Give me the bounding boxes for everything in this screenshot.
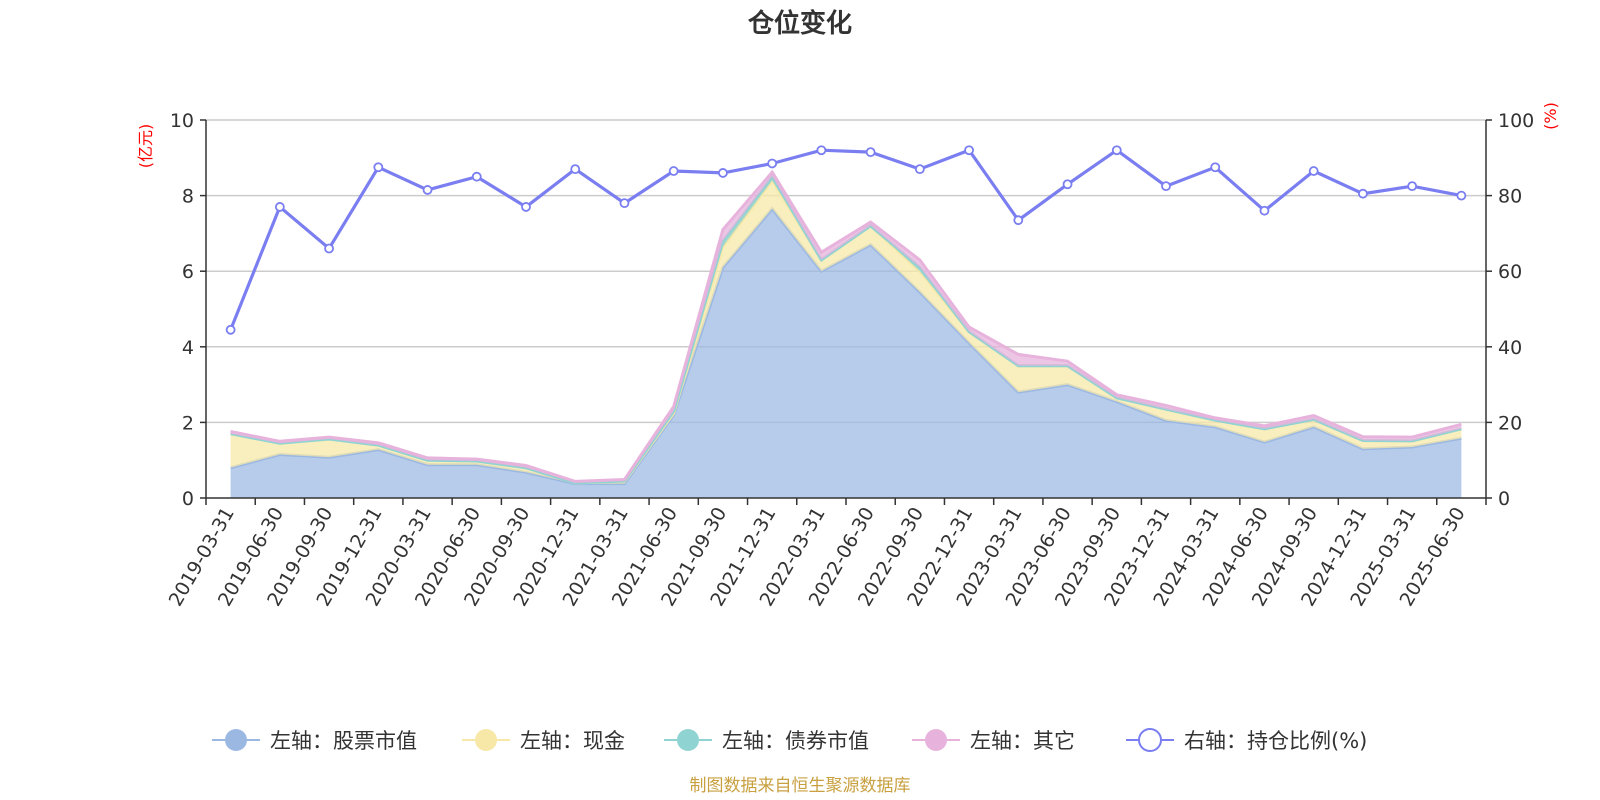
left-tick-label: 0 [182, 488, 194, 510]
legend-item-ratio[interactable]: 右轴：持仓比例(%) [1126, 728, 1367, 753]
left-tick-label: 6 [182, 261, 194, 283]
ratio-point [1407, 181, 1418, 192]
legend-marker [475, 729, 497, 751]
ratio-point [225, 324, 236, 335]
legend-marker [677, 729, 699, 751]
ratio-point [1013, 215, 1024, 226]
area-other [230, 172, 1462, 483]
legend-label: 右轴：持仓比例(%) [1184, 729, 1367, 753]
ratio-line-path [229, 148, 1462, 331]
ratio-point [1111, 145, 1122, 156]
legend-item-stock[interactable]: 左轴：股票市值 [212, 729, 417, 753]
ratio-point [816, 145, 827, 156]
legend-label: 左轴：股票市值 [270, 729, 417, 753]
right-tick-label: 40 [1498, 337, 1522, 359]
ratio-point [964, 145, 974, 156]
stacked-areas [230, 169, 1462, 499]
ratio-point [914, 164, 925, 175]
ratio-point [619, 198, 630, 209]
ratio-point [422, 185, 433, 195]
ratio-point [373, 162, 384, 173]
ratio-point [274, 202, 285, 212]
right-axis-unit: (%) [1541, 102, 1560, 130]
right-tick-label: 80 [1498, 186, 1522, 208]
legend-label: 左轴：现金 [520, 729, 625, 753]
ratio-point [1308, 166, 1319, 176]
legend: 左轴：股票市值 左轴：现金 左轴：债券市值 左轴：其它 右轴：持仓比例(%) [212, 728, 1367, 753]
ratio-point [570, 164, 581, 175]
left-tick-label: 10 [170, 110, 194, 132]
legend-label: 左轴：其它 [970, 729, 1075, 753]
ratio-point [1259, 205, 1270, 216]
left-tick-label: 8 [182, 186, 194, 208]
ratio-point [865, 147, 876, 158]
right-tick-label: 20 [1498, 412, 1522, 434]
left-axis-unit: (亿元) [136, 124, 155, 169]
legend-label: 左轴：债券市值 [722, 729, 869, 753]
legend-item-other[interactable]: 左轴：其它 [912, 729, 1075, 753]
ratio-point [324, 243, 334, 254]
ratio-point [521, 202, 531, 212]
ratio-point [1358, 188, 1368, 199]
left-tick-label: 4 [182, 337, 194, 359]
right-tick-label: 0 [1498, 488, 1510, 510]
ratio-point [1456, 190, 1467, 201]
legend-item-cash[interactable]: 左轴：现金 [462, 729, 625, 753]
legend-marker [1138, 728, 1162, 752]
ratio-point [1062, 179, 1073, 190]
ratio-point [471, 171, 482, 182]
ratio-point [1210, 162, 1221, 173]
legend-item-bond[interactable]: 左轴：债券市值 [664, 729, 869, 753]
source-note: 制图数据来自恒生聚源数据库 [690, 776, 911, 796]
area-stock [230, 208, 1462, 499]
right-tick-label: 100 [1498, 110, 1534, 132]
area-edge-other [230, 169, 1462, 483]
right-tick-label: 60 [1498, 261, 1522, 283]
ratio-point [1161, 181, 1171, 192]
left-tick-label: 2 [182, 412, 194, 434]
ratio-line [225, 145, 1467, 335]
legend-marker [225, 729, 247, 751]
legend-marker [925, 729, 947, 751]
chart-title: 仓位变化 [747, 8, 852, 39]
ratio-point [718, 168, 728, 178]
ratio-point [767, 158, 778, 169]
ratio-point [668, 166, 679, 176]
